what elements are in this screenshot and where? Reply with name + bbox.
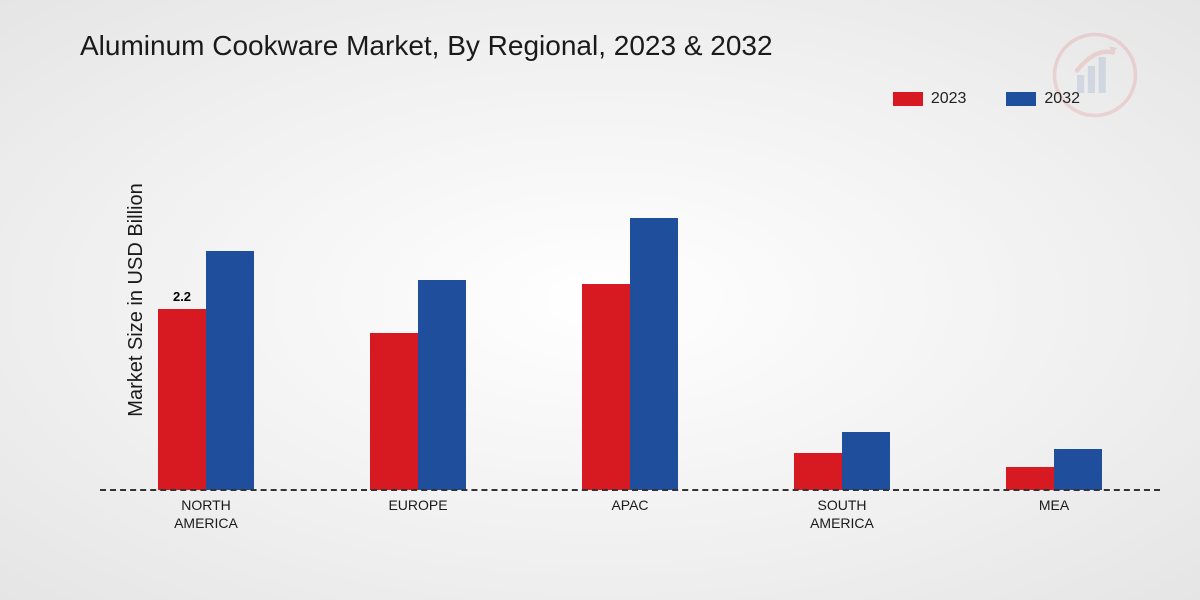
chart-legend: 2023 2032	[893, 90, 1080, 108]
chart-title: Aluminum Cookware Market, By Regional, 2…	[80, 30, 773, 62]
legend-label-2032: 2032	[1044, 90, 1080, 108]
bar	[794, 453, 842, 490]
bar	[1054, 449, 1102, 490]
x-tick-label: NORTH AMERICA	[146, 496, 266, 532]
bar: 2.2	[158, 309, 206, 491]
legend-item-2032: 2032	[1006, 90, 1080, 108]
legend-item-2023: 2023	[893, 90, 967, 108]
x-tick-label: MEA	[994, 496, 1114, 532]
bar	[418, 280, 466, 490]
bar-groups: 2.2	[100, 160, 1160, 490]
bar	[582, 284, 630, 490]
bar	[1006, 467, 1054, 490]
bar-group: 2.2	[146, 160, 266, 490]
bar-group	[358, 160, 478, 490]
x-axis-line	[100, 489, 1160, 491]
x-tick-label: APAC	[570, 496, 690, 532]
bar-group	[994, 160, 1114, 490]
x-tick-label: EUROPE	[358, 496, 478, 532]
bar-value-label: 2.2	[173, 289, 191, 304]
legend-label-2023: 2023	[931, 90, 967, 108]
bar	[630, 218, 678, 490]
bar-group	[570, 160, 690, 490]
x-tick-label: SOUTH AMERICA	[782, 496, 902, 532]
bar	[842, 432, 890, 490]
bar	[206, 251, 254, 490]
bar	[370, 333, 418, 490]
bar-group	[782, 160, 902, 490]
plot-area: 2.2	[100, 160, 1160, 490]
legend-swatch-2023	[893, 92, 923, 106]
x-axis-labels: NORTH AMERICA EUROPE APAC SOUTH AMERICA MEA	[100, 496, 1160, 532]
legend-swatch-2032	[1006, 92, 1036, 106]
